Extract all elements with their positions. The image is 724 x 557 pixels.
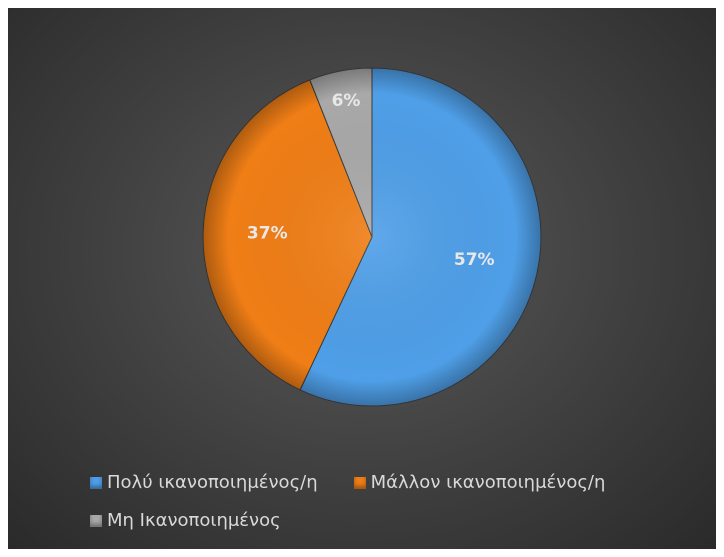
legend-row-1: Πολύ ικανοποιημένος/η Μάλλον ικανοποιημέ… [90,472,641,493]
legend-swatch [353,476,366,489]
pie-slice-label-1: 57% [454,250,495,270]
legend-row-2: Μη Ικανοποιημένος [90,510,317,531]
legend-label: Μη Ικανοποιημένος [107,510,281,531]
legend-item-rather-satisfied: Μάλλον ικανοποιημένος/η [353,472,606,493]
legend-item-very-satisfied: Πολύ ικανοποιημένος/η [90,472,318,493]
legend-swatch [90,514,102,527]
legend-label: Πολύ ικανοποιημένος/η [107,472,318,493]
pie-slice-label-3: 6% [332,91,361,111]
chart-area: 57% 37% 6% Πολύ ικανοποιημένος/η Μάλλον ικ… [8,8,716,549]
legend-item-not-satisfied: Μη Ικανοποιημένος [90,510,281,531]
legend-label: Μάλλον ικανοποιημένος/η [370,472,606,493]
pie-chart: 57% 37% 6% [202,67,542,407]
legend-swatch [90,476,102,489]
pie-slice-label-2: 37% [247,224,288,244]
